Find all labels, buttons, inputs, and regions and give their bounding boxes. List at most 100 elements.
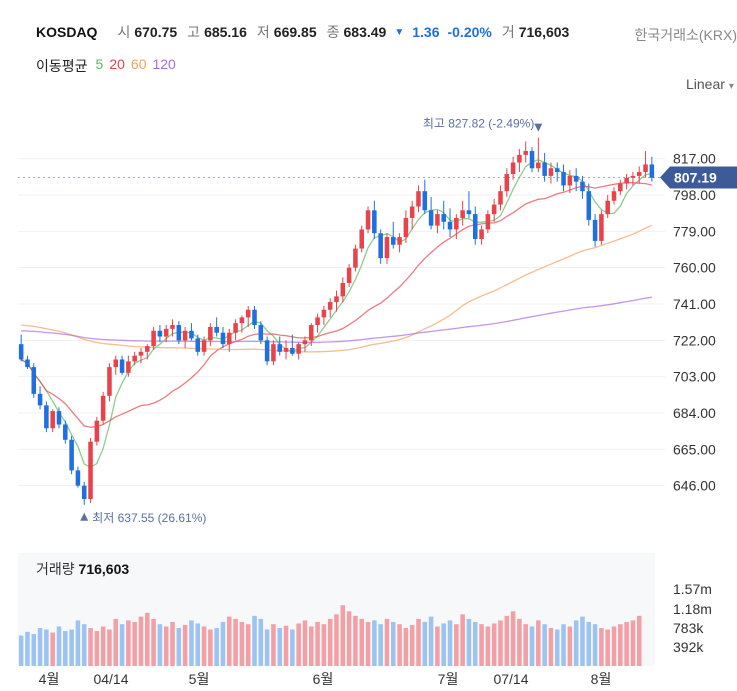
scale-mode-select[interactable]: Linear ▾ — [686, 76, 734, 92]
volume-bar — [523, 624, 528, 666]
volume-bar — [435, 626, 440, 666]
y-tick-label: 779.00 — [673, 223, 716, 239]
volume-bar — [542, 624, 547, 666]
x-axis: 4월 04/14 5월 6월 7월 07/14 8월 — [39, 671, 612, 687]
volume-label: 거 — [501, 24, 515, 40]
candle-body — [113, 359, 119, 368]
candle — [245, 305, 251, 327]
volume-bar — [334, 614, 339, 666]
volume-bar — [372, 620, 377, 666]
volume-bar — [69, 629, 74, 666]
x-tick-label: 5월 — [189, 671, 210, 687]
min-up-triangle-icon — [80, 512, 89, 521]
candle-body — [63, 424, 68, 440]
candle — [252, 305, 257, 329]
candle-body — [145, 346, 150, 352]
volume-tick-label: 1.57m — [673, 581, 712, 597]
candle-body — [56, 411, 62, 425]
y-tick-label: 703.00 — [673, 369, 716, 385]
candle-body — [69, 439, 74, 471]
candle-body — [327, 302, 333, 310]
candle-body — [119, 359, 125, 373]
ma-legend-120: 120 — [152, 56, 176, 72]
current-price-tag — [660, 166, 737, 189]
candle-body — [372, 210, 377, 234]
volume-bar — [618, 624, 623, 666]
volume-bar — [573, 620, 579, 666]
volume-bar — [182, 624, 188, 666]
candle-body — [422, 191, 428, 211]
candle-body — [536, 162, 541, 169]
volume-bar — [100, 626, 106, 666]
volume-bar — [536, 620, 541, 666]
candle — [189, 323, 194, 341]
candle-body — [643, 164, 648, 173]
candle-body — [309, 325, 314, 341]
volume-bar — [510, 611, 516, 666]
volume-bar — [359, 618, 364, 666]
candle-body — [25, 359, 30, 368]
candle — [454, 214, 459, 239]
candle-body — [542, 162, 547, 176]
candle-body — [365, 210, 371, 230]
candle-body — [491, 204, 497, 215]
candle — [327, 298, 333, 318]
candle — [195, 334, 201, 356]
y-tick-label: 741.00 — [673, 296, 716, 312]
candle — [296, 342, 301, 360]
candle — [63, 420, 68, 444]
candle-body — [157, 330, 163, 337]
volume-bar — [327, 618, 333, 666]
candle — [586, 183, 592, 226]
symbol-name[interactable]: KOSDAQ — [36, 24, 98, 40]
y-tick-label: 798.00 — [673, 187, 716, 203]
candle — [277, 336, 283, 356]
candle-body — [435, 214, 440, 226]
ma-legend-5: 5 — [95, 56, 104, 72]
candle-body — [378, 233, 383, 259]
volume-bar — [353, 615, 358, 666]
close-value: 683.49 — [343, 24, 387, 40]
candle — [529, 147, 535, 173]
y-tick-label: 665.00 — [673, 441, 716, 457]
volume-bar — [498, 620, 503, 666]
ma-legend[interactable]: 이동평균 5 20 60 120 — [36, 56, 176, 76]
candle — [100, 391, 106, 425]
volume-tick-label: 783k — [673, 620, 704, 636]
candle — [403, 210, 409, 243]
candle-body — [428, 210, 434, 226]
y-tick-label: 817.00 — [673, 151, 716, 167]
candle — [163, 325, 169, 343]
volume-bar — [365, 621, 371, 666]
x-tick-label: 6월 — [313, 671, 334, 687]
candle-body — [94, 420, 100, 442]
candle — [239, 315, 245, 333]
candle — [119, 355, 125, 375]
candle-body — [346, 267, 352, 283]
candle — [201, 336, 207, 356]
volume-bar — [611, 626, 617, 666]
candle-body — [649, 164, 655, 178]
candle-body — [195, 338, 201, 352]
candle-body — [18, 344, 24, 360]
candle-body — [88, 441, 93, 500]
candle — [573, 168, 579, 192]
candle — [290, 334, 295, 356]
candle — [422, 179, 428, 215]
high-label: 고 — [187, 24, 201, 40]
candle-body — [599, 214, 604, 241]
candle-body — [454, 217, 459, 230]
candle — [113, 355, 119, 375]
candle-body — [170, 325, 175, 329]
candle — [536, 137, 541, 173]
candle — [271, 340, 276, 366]
candle-body — [132, 355, 137, 362]
candle — [283, 340, 289, 360]
candle-body — [258, 325, 264, 341]
volume-bar — [258, 618, 264, 666]
current-price-label: 807.19 — [674, 169, 717, 185]
low-label: 저 — [256, 24, 270, 40]
candle — [346, 263, 352, 287]
candle — [447, 208, 453, 238]
